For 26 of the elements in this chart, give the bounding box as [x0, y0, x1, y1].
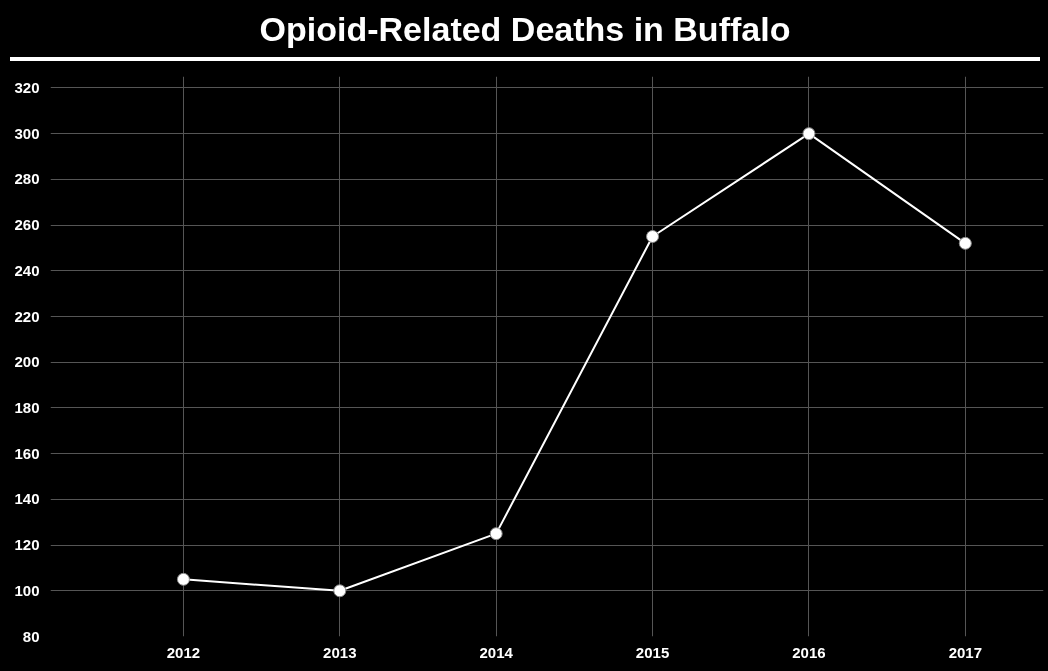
y-tick-label: 120 [14, 536, 40, 554]
y-tick-label: 260 [14, 216, 40, 234]
x-tick-label: 2014 [479, 643, 514, 661]
y-tick-label: 140 [14, 490, 40, 508]
y-tick-label: 220 [14, 307, 40, 325]
point [333, 584, 347, 598]
x-tick-label: 2015 [635, 643, 670, 661]
y-tick-label: 320 [14, 78, 40, 96]
point [176, 572, 190, 586]
y-tick-label: 200 [14, 353, 40, 371]
y-tick-label: 280 [14, 170, 40, 188]
point [958, 236, 972, 250]
x-tick-label: 2017 [948, 643, 982, 661]
point [489, 527, 503, 541]
x-tick-label: 2016 [792, 643, 826, 661]
y-tick-label: 160 [14, 444, 40, 462]
y-tick-label: 300 [14, 124, 40, 142]
y-tick-label: 80 [22, 627, 40, 645]
y-tick-label: 180 [14, 398, 40, 416]
chart-title: Opioid-Related Deaths in Buffalo [259, 9, 791, 50]
x-tick-label: 2013 [323, 643, 357, 661]
point [802, 127, 816, 141]
y-tick-label: 100 [14, 581, 40, 599]
point [646, 230, 660, 243]
y-tick-label: 240 [14, 261, 40, 279]
x-tick-label: 2012 [166, 643, 201, 661]
